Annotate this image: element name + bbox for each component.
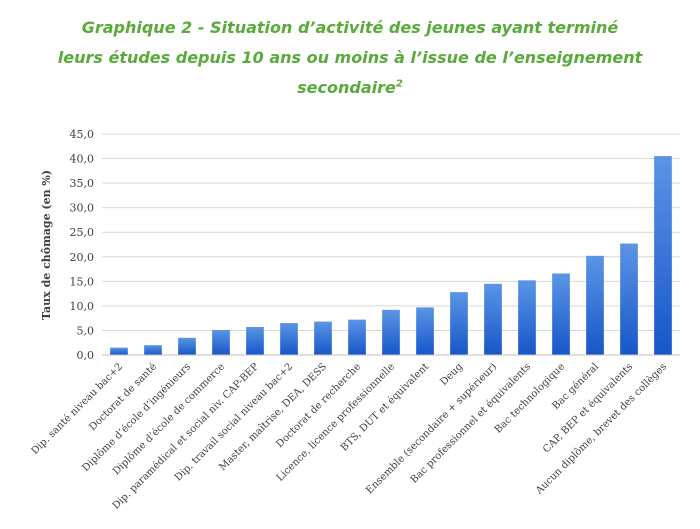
bar bbox=[144, 345, 162, 355]
x-tick-label: Bac professionnel et équivalents bbox=[409, 361, 533, 485]
y-tick-label: 30,0 bbox=[70, 202, 95, 215]
y-axis-title: Taux de chômage (en %) bbox=[40, 170, 53, 320]
y-tick-label: 45,0 bbox=[70, 128, 95, 141]
bar bbox=[450, 292, 468, 355]
bar bbox=[484, 283, 502, 355]
bar bbox=[586, 255, 604, 355]
bar bbox=[110, 347, 128, 355]
bar bbox=[246, 327, 264, 355]
x-tick-label: Deug bbox=[438, 361, 465, 388]
y-tick-label: 15,0 bbox=[70, 275, 95, 288]
bar bbox=[620, 243, 638, 355]
bar bbox=[552, 273, 570, 355]
bar bbox=[314, 321, 332, 355]
y-tick-label: 40,0 bbox=[70, 153, 95, 166]
y-tick-label: 0,0 bbox=[77, 349, 95, 362]
y-tick-label: 10,0 bbox=[70, 300, 95, 313]
bar bbox=[382, 309, 400, 355]
chart-title-line-3: secondaire2 bbox=[0, 78, 700, 97]
y-tick-label: 25,0 bbox=[70, 226, 95, 239]
chart-title-superscript: 2 bbox=[395, 78, 403, 90]
y-tick-label: 35,0 bbox=[70, 177, 95, 190]
bar bbox=[518, 280, 536, 355]
bar bbox=[416, 307, 434, 355]
chart-title-line-2: leurs études depuis 10 ans ou moins à l’… bbox=[57, 48, 643, 67]
bar bbox=[178, 337, 196, 355]
chart-title-line-1: Graphique 2 - Situation d’activité des j… bbox=[81, 18, 619, 37]
bar bbox=[212, 329, 230, 355]
bar bbox=[280, 323, 298, 355]
y-axis-ticks: 0,0 5,0 10,0 15,0 20,0 25,0 30,0 35,0 40,0 45,0 bbox=[70, 128, 95, 362]
bar bbox=[348, 319, 366, 355]
y-tick-label: 5,0 bbox=[77, 324, 95, 337]
chart-title-line-3-text: secondaire bbox=[297, 78, 396, 97]
bar bbox=[654, 156, 672, 355]
bars bbox=[110, 156, 672, 355]
grid-lines bbox=[102, 133, 680, 331]
y-tick-label: 20,0 bbox=[70, 251, 95, 264]
